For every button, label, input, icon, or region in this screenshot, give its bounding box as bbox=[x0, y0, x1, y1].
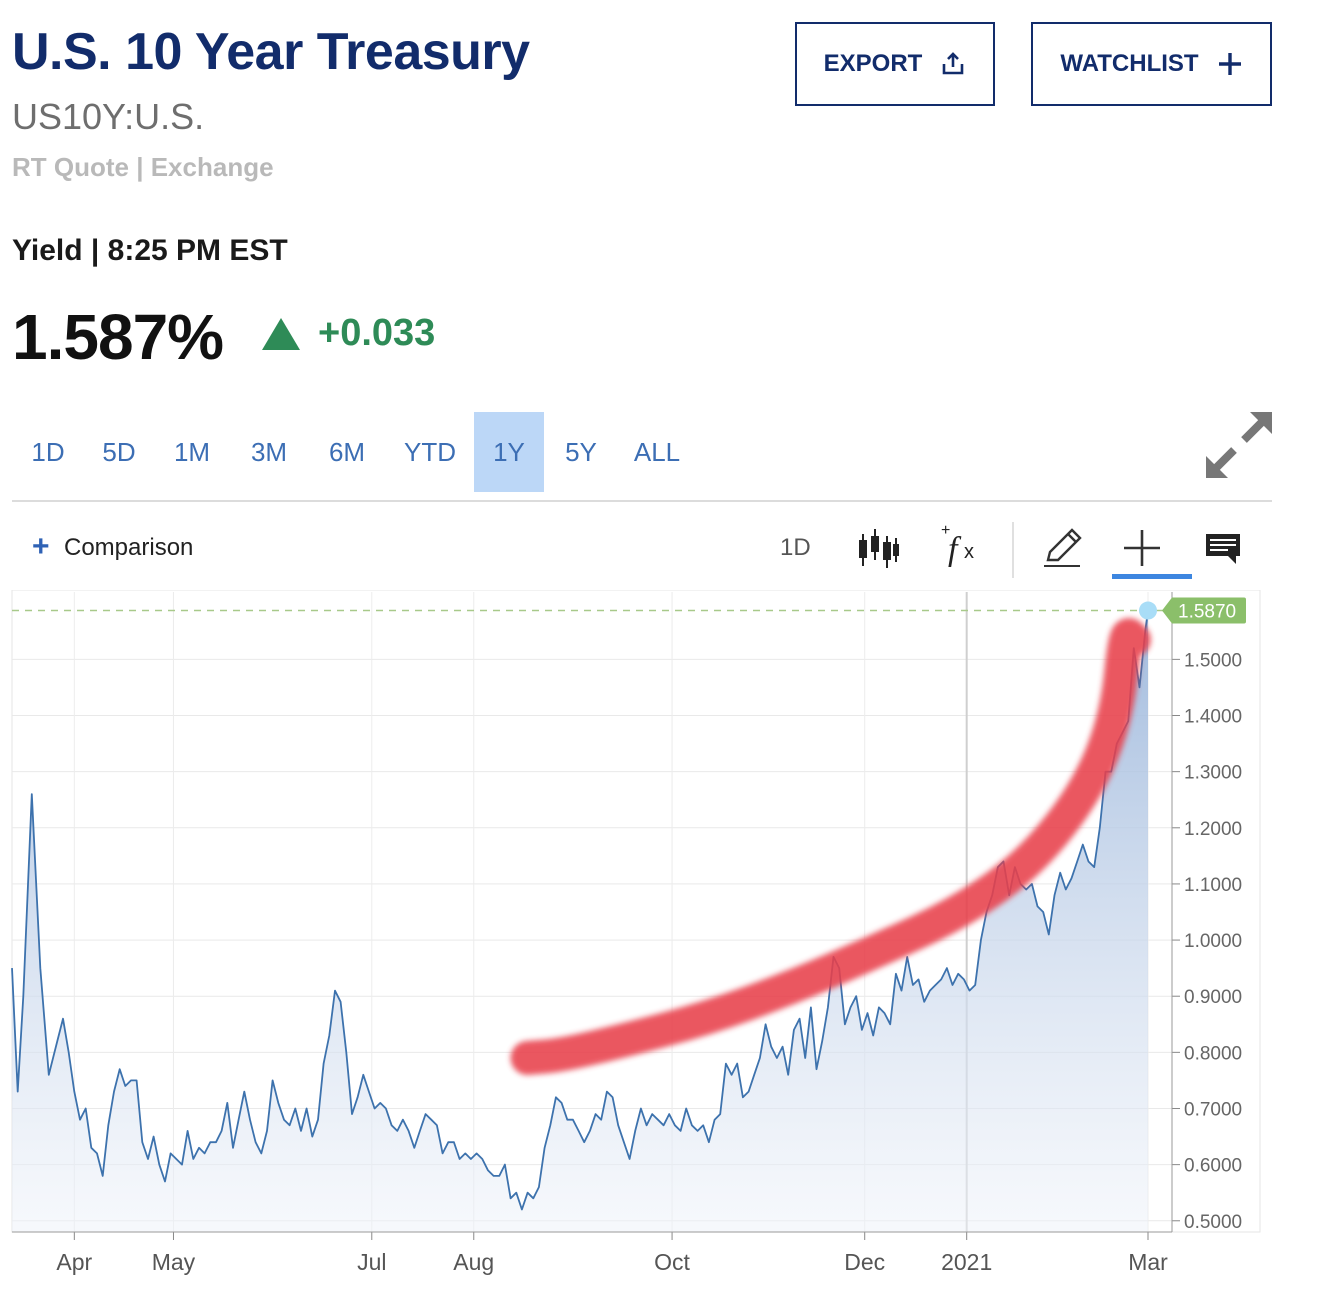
y-tick-label: 1.0000 bbox=[1184, 931, 1242, 952]
last-point-marker bbox=[1139, 601, 1157, 620]
tab-6m[interactable]: 6M bbox=[328, 436, 366, 467]
x-tick-label: Aug bbox=[453, 1249, 494, 1275]
yield-timestamp: Yield | 8:25 PM EST bbox=[12, 234, 288, 267]
quote-source: RT Quote | Exchange bbox=[12, 152, 274, 182]
x-tick-label: Oct bbox=[654, 1249, 690, 1275]
export-button[interactable]: EXPORT bbox=[795, 22, 995, 106]
watchlist-label: WATCHLIST bbox=[1060, 50, 1199, 77]
y-tick-label: 0.9000 bbox=[1184, 987, 1242, 1008]
y-tick-label: 0.5000 bbox=[1184, 1212, 1242, 1233]
expand-icon[interactable] bbox=[1204, 410, 1274, 480]
svg-text:x: x bbox=[964, 541, 974, 563]
comparison-button[interactable]: Comparison bbox=[64, 534, 194, 561]
x-tick-label: Jul bbox=[357, 1249, 386, 1275]
svg-text:+: + bbox=[941, 522, 950, 539]
comment-icon[interactable] bbox=[1204, 532, 1242, 566]
change-value: +0.033 bbox=[318, 312, 436, 354]
tab-ytd[interactable]: YTD bbox=[404, 436, 456, 467]
function-icon[interactable]: + f x bbox=[938, 522, 986, 572]
divider bbox=[12, 500, 1272, 502]
up-arrow-icon bbox=[262, 318, 300, 350]
add-comparison-icon[interactable]: + bbox=[32, 530, 50, 563]
interval-selector[interactable]: 1D bbox=[780, 534, 811, 561]
tab-5d[interactable]: 5D bbox=[102, 436, 136, 467]
tab-1d[interactable]: 1D bbox=[31, 436, 65, 467]
pencil-icon[interactable] bbox=[1040, 526, 1084, 570]
y-tick-label: 0.7000 bbox=[1184, 1099, 1242, 1120]
symbol-label: US10Y:U.S. bbox=[12, 96, 205, 137]
series-area bbox=[12, 610, 1148, 1232]
toolbar-separator bbox=[1012, 522, 1014, 578]
y-tick-label: 0.8000 bbox=[1184, 1043, 1242, 1064]
export-label: EXPORT bbox=[823, 50, 923, 77]
svg-text:f: f bbox=[948, 531, 962, 568]
tab-1m[interactable]: 1M bbox=[173, 436, 211, 467]
series-line bbox=[11, 610, 1149, 1211]
x-tick-label: 2021 bbox=[941, 1249, 992, 1275]
y-tick-label: 0.6000 bbox=[1184, 1156, 1242, 1177]
tab-all[interactable]: ALL bbox=[633, 436, 681, 467]
x-tick-label: Dec bbox=[844, 1249, 885, 1275]
price-value: 1.587% bbox=[12, 301, 224, 373]
last-value-badge bbox=[1162, 597, 1246, 624]
plus-icon bbox=[1218, 53, 1241, 75]
tab-3m[interactable]: 3M bbox=[250, 436, 288, 467]
range-tabs: 1D 5D 1M 3M 6M YTD 1Y 5Y ALL bbox=[12, 412, 696, 492]
yield-chart[interactable]: 1.5000 1.4000 1.3000 1.2000 1.1000 1.0000 0.90… bbox=[0, 590, 1329, 1307]
annotation-curve bbox=[510, 618, 1151, 1075]
y-tick-label: 1.5000 bbox=[1184, 650, 1242, 671]
x-tick-label: Mar bbox=[1128, 1249, 1168, 1275]
candlestick-icon[interactable] bbox=[856, 526, 900, 570]
active-tool-indicator bbox=[1112, 574, 1192, 579]
tab-5y[interactable]: 5Y bbox=[565, 436, 597, 467]
y-tick-label: 1.4000 bbox=[1184, 707, 1242, 728]
y-tick-label: 1.2000 bbox=[1184, 819, 1242, 840]
watchlist-button[interactable]: WATCHLIST bbox=[1031, 22, 1272, 106]
tab-1y[interactable]: 1Y bbox=[474, 412, 544, 492]
x-tick-label: Apr bbox=[56, 1249, 92, 1275]
last-value-label: 1.5870 bbox=[1178, 602, 1236, 623]
crosshair-icon[interactable] bbox=[1122, 528, 1162, 568]
y-tick-label: 1.3000 bbox=[1184, 763, 1242, 784]
page-title: U.S. 10 Year Treasury bbox=[12, 23, 530, 81]
share-icon bbox=[943, 52, 964, 75]
y-tick-label: 1.1000 bbox=[1184, 875, 1242, 896]
x-tick-label: May bbox=[152, 1249, 196, 1275]
